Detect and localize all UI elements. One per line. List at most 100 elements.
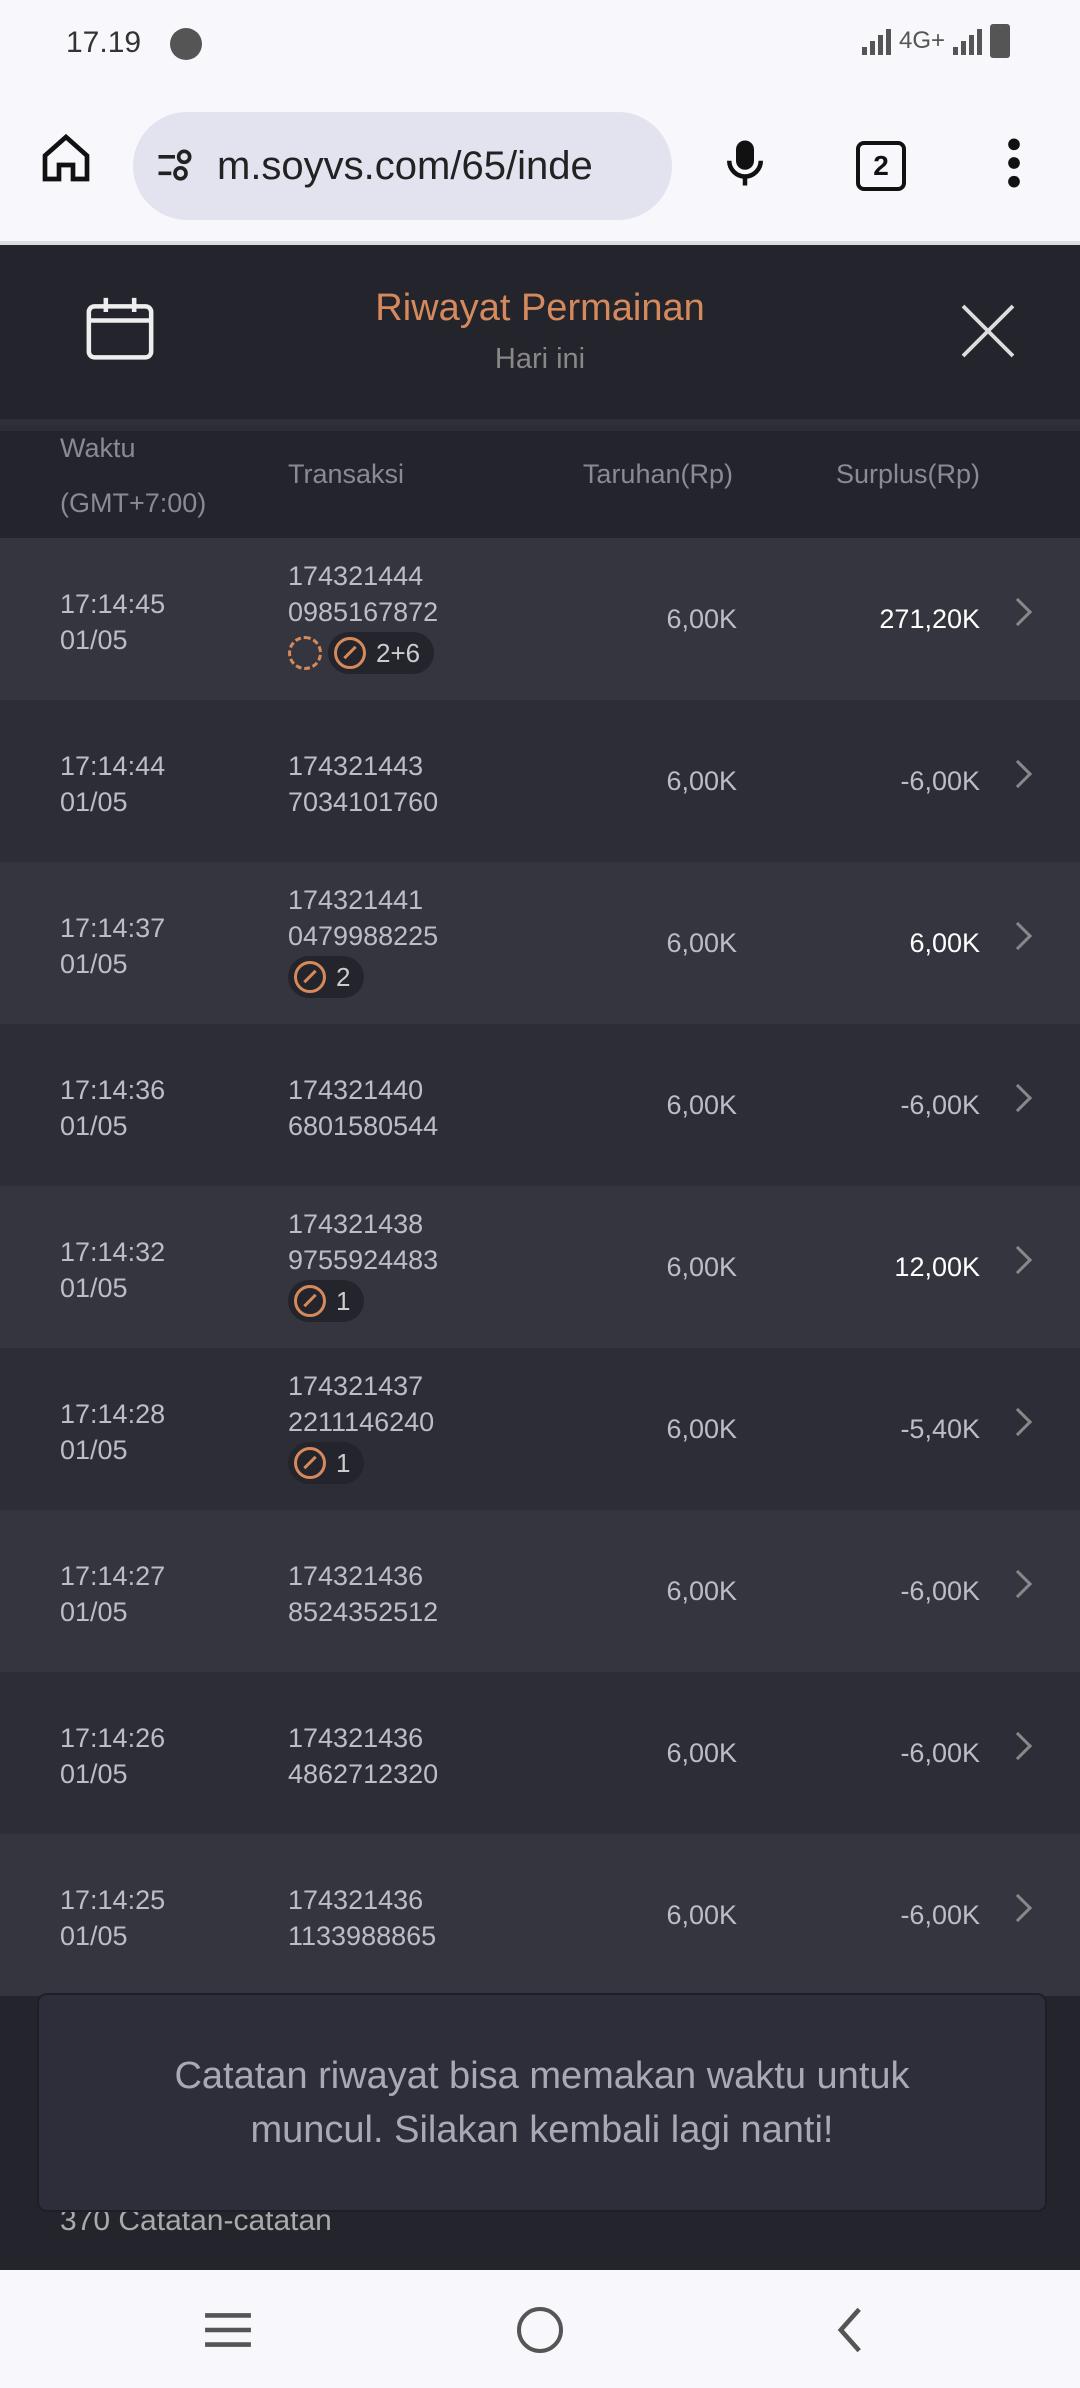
close-icon[interactable] xyxy=(958,301,1018,361)
expand-icon xyxy=(294,961,326,993)
chevron-right-icon[interactable] xyxy=(1003,921,1033,951)
row-date: 01/05 xyxy=(60,787,128,817)
table-row[interactable]: 17:14:27 01/05 174321436 8524352512 6,00K … xyxy=(0,1510,1080,1672)
row-surplus: -6,00K xyxy=(900,1738,980,1768)
tabs-button[interactable]: 2 xyxy=(856,141,906,191)
chevron-right-icon[interactable] xyxy=(1003,1407,1033,1437)
table-row[interactable]: 17:14:36 01/05 174321440 6801580544 6,00K … xyxy=(0,1024,1080,1186)
row-surplus: -6,00K xyxy=(900,766,980,796)
row-bet: 6,00K xyxy=(666,766,737,796)
row-time: 17:14:45 xyxy=(60,589,166,619)
home-nav-icon[interactable] xyxy=(517,2307,563,2353)
table-row[interactable]: 17:14:32 01/05 174321438 9755924483 1 6,00K… xyxy=(0,1186,1080,1348)
row-time: 17:14:32 xyxy=(60,1237,166,1267)
row-time: 17:14:25 xyxy=(60,1885,166,1915)
chevron-right-icon[interactable] xyxy=(1003,597,1033,627)
table-row[interactable]: 17:14:28 01/05 174321437 2211146240 1 6,00K… xyxy=(0,1348,1080,1510)
transaction-id-2: 0479988225 xyxy=(288,921,439,951)
notification-icon xyxy=(170,28,202,60)
expand-icon xyxy=(294,1285,326,1317)
row-surplus: -6,00K xyxy=(900,1090,980,1120)
chevron-right-icon[interactable] xyxy=(1003,759,1033,789)
transaction-id-2: 1133988865 xyxy=(288,1921,437,1951)
url-text: m.soyvs.com/65/inde xyxy=(217,143,593,188)
row-date: 01/05 xyxy=(60,1921,128,1951)
table-row[interactable]: 17:14:25 01/05 174321436 1133988865 6,00K … xyxy=(0,1834,1080,1996)
calendar-icon[interactable] xyxy=(86,297,154,361)
row-surplus: 12,00K xyxy=(894,1252,980,1282)
row-bet: 6,00K xyxy=(666,1576,737,1606)
transaction-id-2: 9755924483 xyxy=(288,1245,439,1275)
row-bet: 6,00K xyxy=(666,1252,737,1282)
transaction-id: 174321438 xyxy=(288,1209,424,1239)
transaction-id: 174321437 xyxy=(288,1371,424,1401)
table-row[interactable]: 17:14:45 01/05 174321444 0985167872 2+6 6,0… xyxy=(0,538,1080,700)
row-bet: 6,00K xyxy=(666,928,737,958)
status-time: 17.19 xyxy=(66,26,142,59)
page-title: Riwayat Permainan xyxy=(375,287,705,329)
row-date: 01/05 xyxy=(60,1759,128,1789)
row-surplus: -6,00K xyxy=(900,1576,980,1606)
free-spin-badge: 1 xyxy=(288,1442,365,1484)
table-row[interactable]: 17:14:37 01/05 174321441 0479988225 2 6,00K… xyxy=(0,862,1080,1024)
table-row[interactable]: 17:14:44 01/05 174321443 7034101760 6,00K … xyxy=(0,700,1080,862)
row-surplus: 6,00K xyxy=(909,928,980,958)
transaction-id: 174321444 xyxy=(288,561,424,591)
col-surplus: Surplus(Rp) xyxy=(835,459,980,489)
row-bet: 6,00K xyxy=(666,1414,737,1444)
transaction-id: 174321443 xyxy=(288,751,424,781)
row-date: 01/05 xyxy=(60,1435,128,1465)
toast-message: Catatan riwayat bisa memakan waktu untuk… xyxy=(37,1993,1047,2212)
system-nav-bar xyxy=(0,2270,1080,2388)
battery-icon xyxy=(990,24,1010,58)
site-settings-icon[interactable] xyxy=(153,144,197,188)
signal-icon-2 xyxy=(953,27,982,55)
transaction-id-2: 2211146240 xyxy=(288,1407,435,1437)
transaction-id: 174321440 xyxy=(288,1075,424,1105)
table-row[interactable]: 17:14:26 01/05 174321436 4862712320 6,00K … xyxy=(0,1672,1080,1834)
row-surplus: 271,20K xyxy=(879,604,980,634)
signal-icon xyxy=(861,27,891,55)
chevron-right-icon[interactable] xyxy=(1003,1893,1033,1923)
free-spin-badge: 2 xyxy=(288,956,365,998)
row-date: 01/05 xyxy=(60,1111,128,1141)
row-bet: 6,00K xyxy=(666,604,737,634)
recent-apps-icon[interactable] xyxy=(203,2310,253,2350)
transaction-id-2: 4862712320 xyxy=(288,1759,439,1789)
chevron-right-icon[interactable] xyxy=(1003,1245,1033,1275)
network-type: 4G+ xyxy=(898,27,945,54)
chevron-right-icon[interactable] xyxy=(1003,1569,1033,1599)
row-time: 17:14:27 xyxy=(60,1561,166,1591)
history-header: Riwayat Permainan Hari ini xyxy=(0,245,1080,425)
chevron-right-icon[interactable] xyxy=(1003,1731,1033,1761)
col-bet: Taruhan(Rp) xyxy=(582,459,733,489)
row-bet: 6,00K xyxy=(666,1900,737,1930)
chevron-right-icon[interactable] xyxy=(1003,1083,1033,1113)
free-spin-badge: 2+6 xyxy=(328,632,435,674)
row-bet: 6,00K xyxy=(666,1738,737,1768)
row-time: 17:14:37 xyxy=(60,913,166,943)
transaction-id-2: 6801580544 xyxy=(288,1111,439,1141)
table-header: Waktu (GMT+7:00) Transaksi Taruhan(Rp) S… xyxy=(0,431,1080,538)
microphone-icon[interactable] xyxy=(718,133,772,193)
row-date: 01/05 xyxy=(60,1597,128,1627)
row-date: 01/05 xyxy=(60,625,128,655)
date-filter[interactable]: Hari ini xyxy=(494,343,586,375)
row-time: 17:14:26 xyxy=(60,1723,166,1753)
col-time-tz: (GMT+7:00) xyxy=(60,488,207,518)
back-icon[interactable] xyxy=(832,2307,868,2353)
row-date: 01/05 xyxy=(60,949,128,979)
free-spin-badge: 1 xyxy=(288,1280,365,1322)
row-surplus: -5,40K xyxy=(900,1414,980,1444)
transaction-id: 174321441 xyxy=(288,885,424,915)
transaction-id: 174321436 xyxy=(288,1723,424,1753)
address-bar[interactable]: m.soyvs.com/65/inde xyxy=(133,112,672,220)
status-bar: 17.19 4G+ xyxy=(0,0,1080,75)
transaction-id-2: 7034101760 xyxy=(288,787,439,817)
browser-toolbar: m.soyvs.com/65/inde 2 xyxy=(0,75,1080,245)
transaction-id-2: 8524352512 xyxy=(288,1597,439,1627)
home-icon[interactable] xyxy=(38,130,94,186)
menu-icon[interactable] xyxy=(998,135,1030,191)
row-time: 17:14:44 xyxy=(60,751,166,781)
refresh-icon xyxy=(288,636,322,670)
